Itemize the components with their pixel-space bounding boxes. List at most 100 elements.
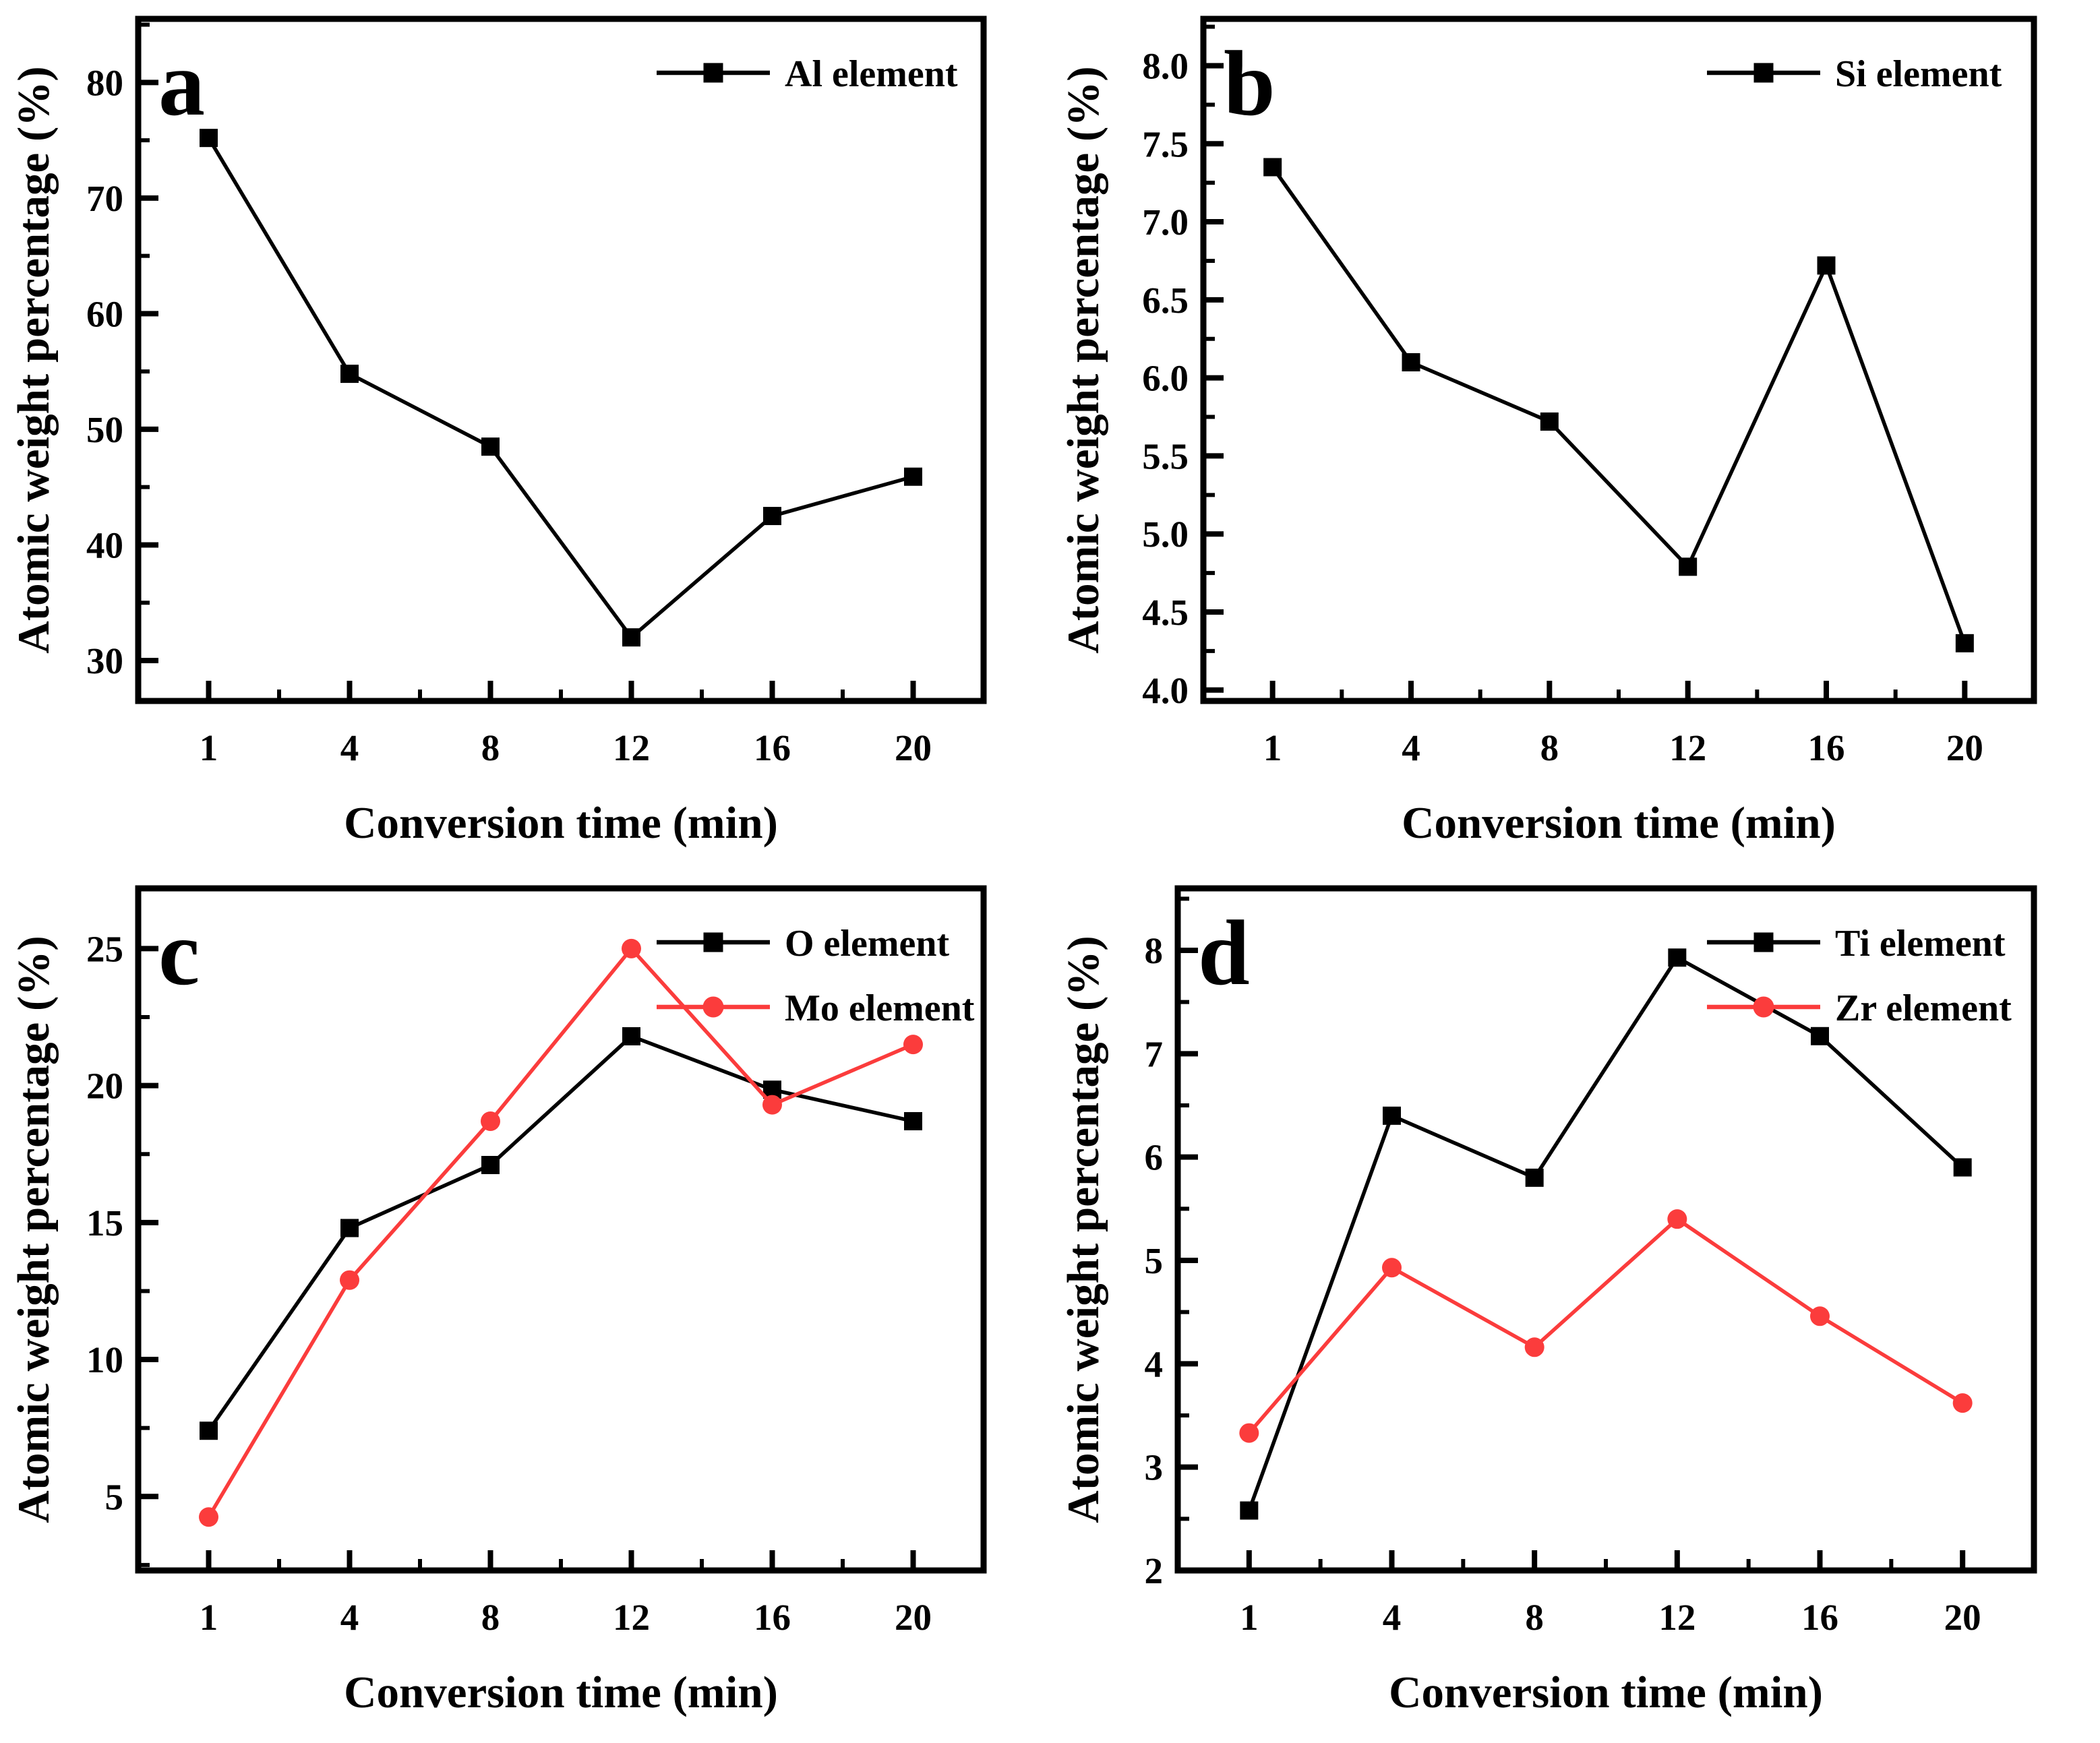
y-tick-label: 5: [105, 1476, 124, 1517]
data-point-square: [1240, 1501, 1259, 1520]
x-tick-label: 8: [1540, 727, 1559, 768]
data-point-square: [763, 507, 781, 526]
x-axis-title: Conversion time (min): [1389, 1668, 1823, 1717]
x-tick-label: 20: [1944, 1597, 1981, 1638]
y-tick-label: 2: [1145, 1550, 1164, 1591]
y-tick-label: 50: [86, 409, 123, 450]
x-tick-label: 20: [895, 727, 932, 768]
y-tick-label: 5.0: [1142, 514, 1189, 555]
data-point-square: [1383, 1106, 1401, 1125]
data-point-circle: [1952, 1393, 1973, 1413]
data-point-circle: [1239, 1423, 1259, 1443]
x-tick-label: 1: [1240, 1597, 1259, 1638]
x-tick-label: 12: [613, 1597, 650, 1638]
data-point-square: [1955, 634, 1974, 652]
legend-marker-square: [1753, 63, 1774, 83]
y-tick-label: 4: [1145, 1343, 1164, 1384]
x-axis-title: Conversion time (min): [344, 798, 778, 848]
y-tick-label: 6: [1145, 1137, 1164, 1178]
legend-marker-circle: [1753, 996, 1774, 1018]
y-tick-label: 4.0: [1142, 670, 1189, 711]
y-tick-label: 10: [86, 1339, 123, 1380]
x-tick-label: 12: [613, 727, 650, 768]
data-point-square: [622, 628, 640, 647]
y-tick-label: 6.0: [1142, 358, 1189, 399]
data-point-square: [904, 1111, 922, 1130]
y-tick-label: 7: [1145, 1033, 1164, 1074]
data-point-circle: [622, 938, 641, 958]
panel-letter-a: a: [158, 32, 205, 135]
x-tick-label: 12: [1669, 727, 1706, 768]
x-axis-title: Conversion time (min): [344, 1668, 778, 1717]
data-point-square: [200, 129, 218, 148]
data-point-circle: [762, 1095, 782, 1115]
data-point-circle: [903, 1035, 923, 1055]
data-point-square: [1263, 158, 1282, 177]
x-tick-label: 8: [1525, 1597, 1544, 1638]
x-tick-label: 20: [1946, 727, 1983, 768]
legend-marker-square: [703, 63, 723, 83]
x-tick-label: 20: [895, 1597, 932, 1638]
data-point-square: [904, 467, 922, 486]
y-tick-label: 40: [86, 524, 123, 565]
data-point-circle: [1382, 1258, 1402, 1278]
y-tick-label: 7.0: [1142, 202, 1189, 243]
y-tick-label: 25: [86, 928, 123, 969]
data-point-square: [481, 437, 500, 456]
chart-panel-d: 2 3 4 5 6 7 8 1 4 8 12 16 20 Conversion time (min) Ato…: [1058, 885, 2037, 1717]
y-axis-title: Atomic weight percentage (%): [9, 936, 59, 1523]
y-tick-label: 5: [1145, 1240, 1164, 1281]
series-line-zr: [1247, 1217, 1964, 1434]
plot-box: [1200, 16, 2037, 704]
y-tick-label: 15: [86, 1202, 123, 1244]
y-tick-label: 8: [1145, 930, 1164, 971]
x-tick-label: 1: [200, 1597, 218, 1638]
y-tick-label: 7.5: [1142, 123, 1189, 164]
legend-label: Al element: [785, 53, 958, 95]
chart-panel-a: 30 40 50 60 70 80 1 4 8 12 16 20 Conversion time (mi…: [9, 16, 987, 848]
x-tick-label: 8: [481, 1597, 500, 1638]
series-line-mo: [207, 946, 914, 1519]
series-line-ti: [1247, 955, 1964, 1512]
y-tick-label: 4.5: [1142, 592, 1189, 633]
legend-marker-square: [703, 932, 723, 952]
x-tick-label: 16: [1808, 727, 1845, 768]
legend-marker-circle: [702, 996, 724, 1018]
data-point-circle: [1810, 1306, 1830, 1326]
x-tick-label: 4: [1383, 1597, 1402, 1638]
data-point-square: [1811, 1027, 1829, 1045]
y-tick-label: 30: [86, 640, 123, 681]
x-tick-label: 1: [200, 727, 218, 768]
x-tick-label: 16: [754, 727, 791, 768]
chart-panel-b: 4.0 4.5 5.0 5.5 6.0 6.5 7.0 7.5 8.0 1 4 8 12 16 20 Conv…: [1058, 16, 2037, 848]
x-tick-label: 1: [1263, 727, 1282, 768]
y-axis-title: Atomic weight percentage (%): [1058, 66, 1108, 653]
legend-label: Zr element: [1835, 987, 2012, 1029]
x-tick-label: 16: [1801, 1597, 1838, 1638]
data-point-circle: [1524, 1337, 1544, 1357]
x-tick-label: 12: [1658, 1597, 1696, 1638]
data-point-square: [1953, 1158, 1972, 1177]
y-axis-title: Atomic weight percentage (%): [9, 66, 59, 653]
data-point-square: [1402, 353, 1420, 371]
panel-letter-c: c: [158, 901, 200, 1004]
y-tick-label: 70: [86, 178, 123, 219]
data-point-square: [481, 1155, 500, 1174]
x-tick-label: 4: [340, 727, 359, 768]
x-tick-label: 8: [481, 727, 500, 768]
data-point-square: [1525, 1168, 1544, 1187]
data-point-square: [340, 365, 359, 384]
x-tick-label: 4: [340, 1597, 359, 1638]
data-point-square: [622, 1027, 640, 1045]
data-point-circle: [340, 1270, 359, 1290]
series-line-si: [1271, 166, 1967, 644]
data-point-circle: [1667, 1209, 1687, 1229]
y-axis-title: Atomic weight percentage (%): [1058, 936, 1108, 1523]
legend-label: O element: [785, 923, 949, 965]
series-line-al: [207, 137, 914, 640]
data-point-square: [1668, 948, 1687, 967]
data-point-circle: [481, 1111, 500, 1131]
panel-letter-b: b: [1224, 32, 1276, 135]
x-tick-label: 4: [1402, 727, 1420, 768]
